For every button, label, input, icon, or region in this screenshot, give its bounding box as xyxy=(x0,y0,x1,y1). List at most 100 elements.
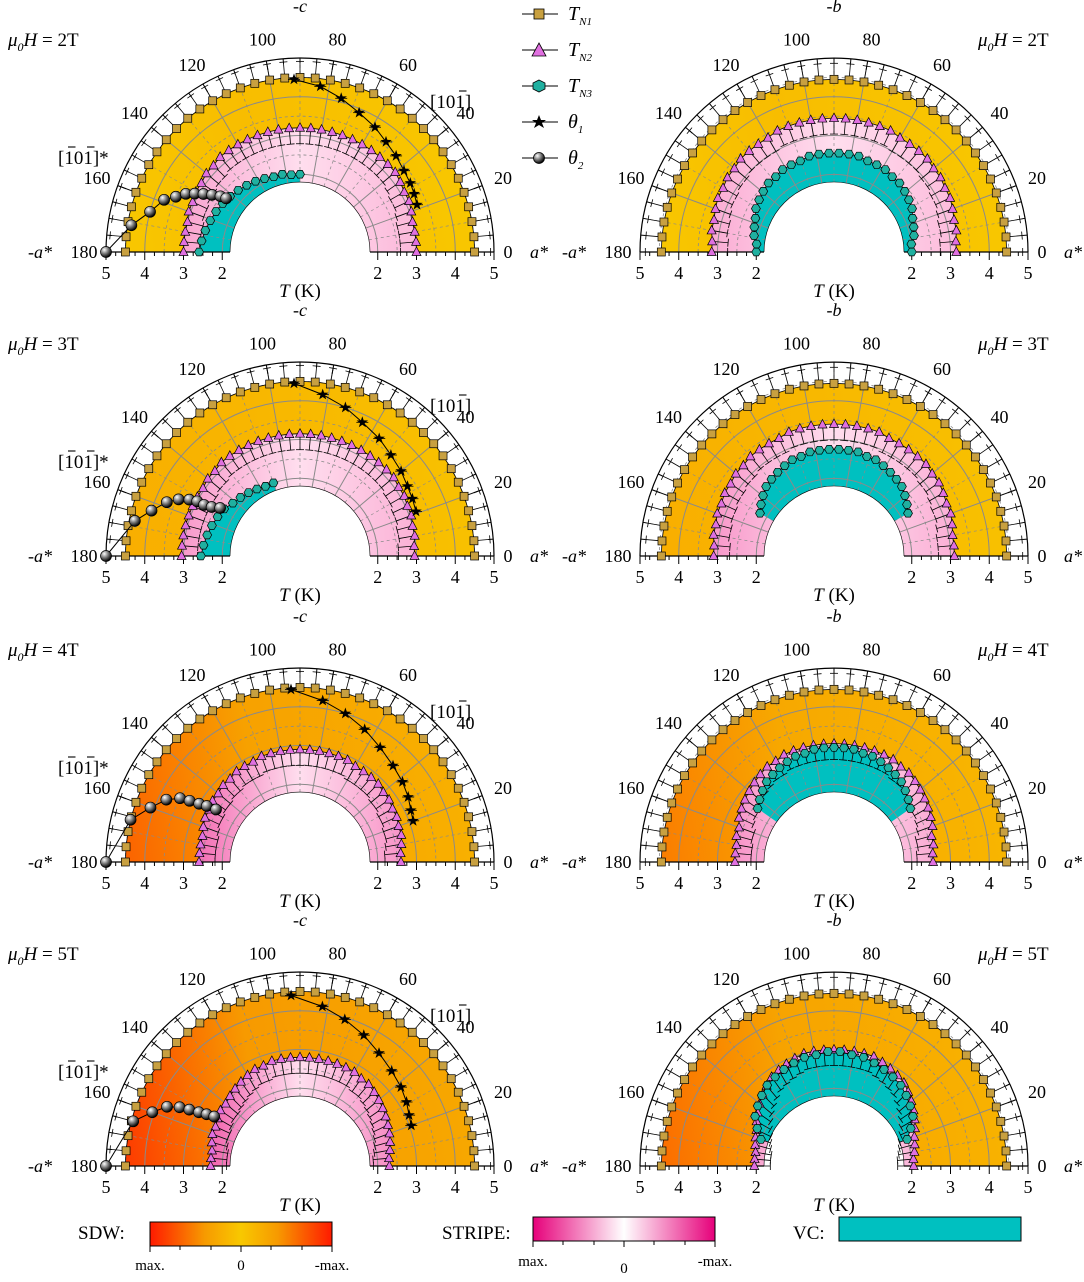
error-cap xyxy=(726,229,729,238)
tn3-point xyxy=(901,1091,912,1100)
angle-tick xyxy=(913,75,917,81)
theta1-point xyxy=(401,480,414,492)
error-cap xyxy=(279,1073,288,1076)
error-cap xyxy=(896,1156,899,1165)
error-cap xyxy=(800,442,808,446)
error-cap xyxy=(405,93,413,99)
error-cap xyxy=(323,451,332,455)
error-cap xyxy=(174,1017,181,1023)
grid-circle-minor xyxy=(697,419,971,557)
error-cap xyxy=(730,200,735,209)
tn2-point xyxy=(754,443,765,454)
sdw-tick-max: max. xyxy=(135,1258,165,1274)
tn3-point xyxy=(862,156,873,166)
tn1-point xyxy=(453,1087,463,1097)
error-cap xyxy=(277,144,286,147)
error-cap xyxy=(888,149,896,154)
tn2-point xyxy=(316,123,327,134)
tn2-point xyxy=(719,487,730,497)
error-cap xyxy=(878,982,887,986)
error-cap xyxy=(486,1128,489,1137)
error-cap xyxy=(348,1088,356,1095)
tn3-point xyxy=(779,461,790,470)
tn1-point xyxy=(325,685,335,695)
inner-hole xyxy=(230,182,370,252)
tn2-point xyxy=(909,1131,920,1141)
tn1-point xyxy=(961,1050,971,1060)
tn1-point xyxy=(743,402,753,411)
tn2-point xyxy=(763,437,775,448)
tn2-point xyxy=(253,435,264,445)
tn1-point xyxy=(888,85,898,95)
error-cap xyxy=(645,535,647,544)
vc-colorbar-label: VC: xyxy=(793,1223,825,1244)
tn2-point xyxy=(852,114,863,124)
error-cap xyxy=(312,671,321,673)
radial-label-left-5: 5 xyxy=(636,263,645,283)
error-cap xyxy=(214,850,217,859)
radial-label-left-3: 3 xyxy=(713,567,722,587)
tn2-point xyxy=(409,550,420,560)
tn1-point xyxy=(784,994,794,1004)
error-cap xyxy=(850,440,859,443)
axis-label-right: a* xyxy=(530,1156,548,1176)
radial-label-left-3: 3 xyxy=(179,1177,188,1197)
tn2-point xyxy=(215,151,226,161)
error-cap xyxy=(238,1104,245,1111)
inner-arc xyxy=(229,181,371,253)
error-cap xyxy=(734,192,740,200)
error-cap xyxy=(881,770,889,776)
tn3-point xyxy=(885,467,896,477)
tn2-point xyxy=(851,420,863,430)
tn2-point xyxy=(744,145,755,155)
theta1-point xyxy=(403,1109,415,1120)
tn1-point xyxy=(928,716,938,725)
error-cap xyxy=(686,737,693,745)
tn2-point xyxy=(305,122,316,133)
error-cap xyxy=(914,819,919,828)
error-cap xyxy=(730,515,735,523)
theta1-point xyxy=(356,416,368,428)
error-cap xyxy=(372,1135,377,1143)
error-cap xyxy=(650,199,654,208)
tn1-point xyxy=(407,723,417,733)
tn1-point xyxy=(137,783,147,793)
tn2-point xyxy=(213,787,224,798)
theta2-point xyxy=(174,792,186,805)
radial-label-left-3: 3 xyxy=(713,263,722,283)
tn2-point xyxy=(373,777,384,788)
tn1-point xyxy=(369,699,379,709)
error-cap xyxy=(676,140,683,148)
angle-tick xyxy=(642,521,648,524)
error-cap xyxy=(114,198,118,207)
tn3-point xyxy=(212,512,223,522)
tn1-point xyxy=(467,217,477,227)
tn1-point xyxy=(673,1088,682,1098)
error-cap xyxy=(174,103,181,109)
tn2-point xyxy=(215,1104,226,1115)
vc-colorbar: VC: xyxy=(793,1216,1022,1244)
error-cap xyxy=(256,774,264,779)
tn1-point xyxy=(656,857,666,867)
radial-axis-title: T (K) xyxy=(279,891,321,912)
tn3-point xyxy=(899,187,910,196)
radial-label-left-4: 4 xyxy=(674,1177,683,1197)
inner-hole xyxy=(764,486,904,556)
tn2-point xyxy=(710,518,721,529)
error-cap xyxy=(1021,841,1023,850)
tn1-point xyxy=(265,379,275,389)
stripe-colorbar-label: STRIPE: xyxy=(442,1223,511,1244)
tn2-point xyxy=(304,1051,315,1062)
theta1-line xyxy=(290,689,414,821)
error-cap xyxy=(304,1072,313,1075)
tn1-point xyxy=(996,506,1006,516)
legend-entry-theta1: θ1 xyxy=(522,111,583,136)
error-cap xyxy=(251,457,259,462)
error-cap xyxy=(654,1097,659,1106)
angle-label-160: 160 xyxy=(618,1082,645,1102)
error-cap xyxy=(332,454,341,458)
error-cap xyxy=(871,1074,880,1079)
error-cap xyxy=(781,372,790,376)
axis-label-top: -b xyxy=(827,0,842,16)
